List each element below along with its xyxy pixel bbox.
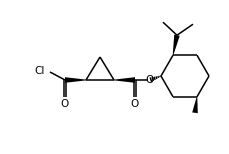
Text: O: O [61,99,69,109]
Polygon shape [65,77,86,83]
Text: Cl: Cl [35,66,45,76]
Polygon shape [191,97,197,113]
Polygon shape [114,77,134,83]
Text: O: O [145,75,153,85]
Polygon shape [172,35,179,55]
Text: O: O [130,99,139,109]
